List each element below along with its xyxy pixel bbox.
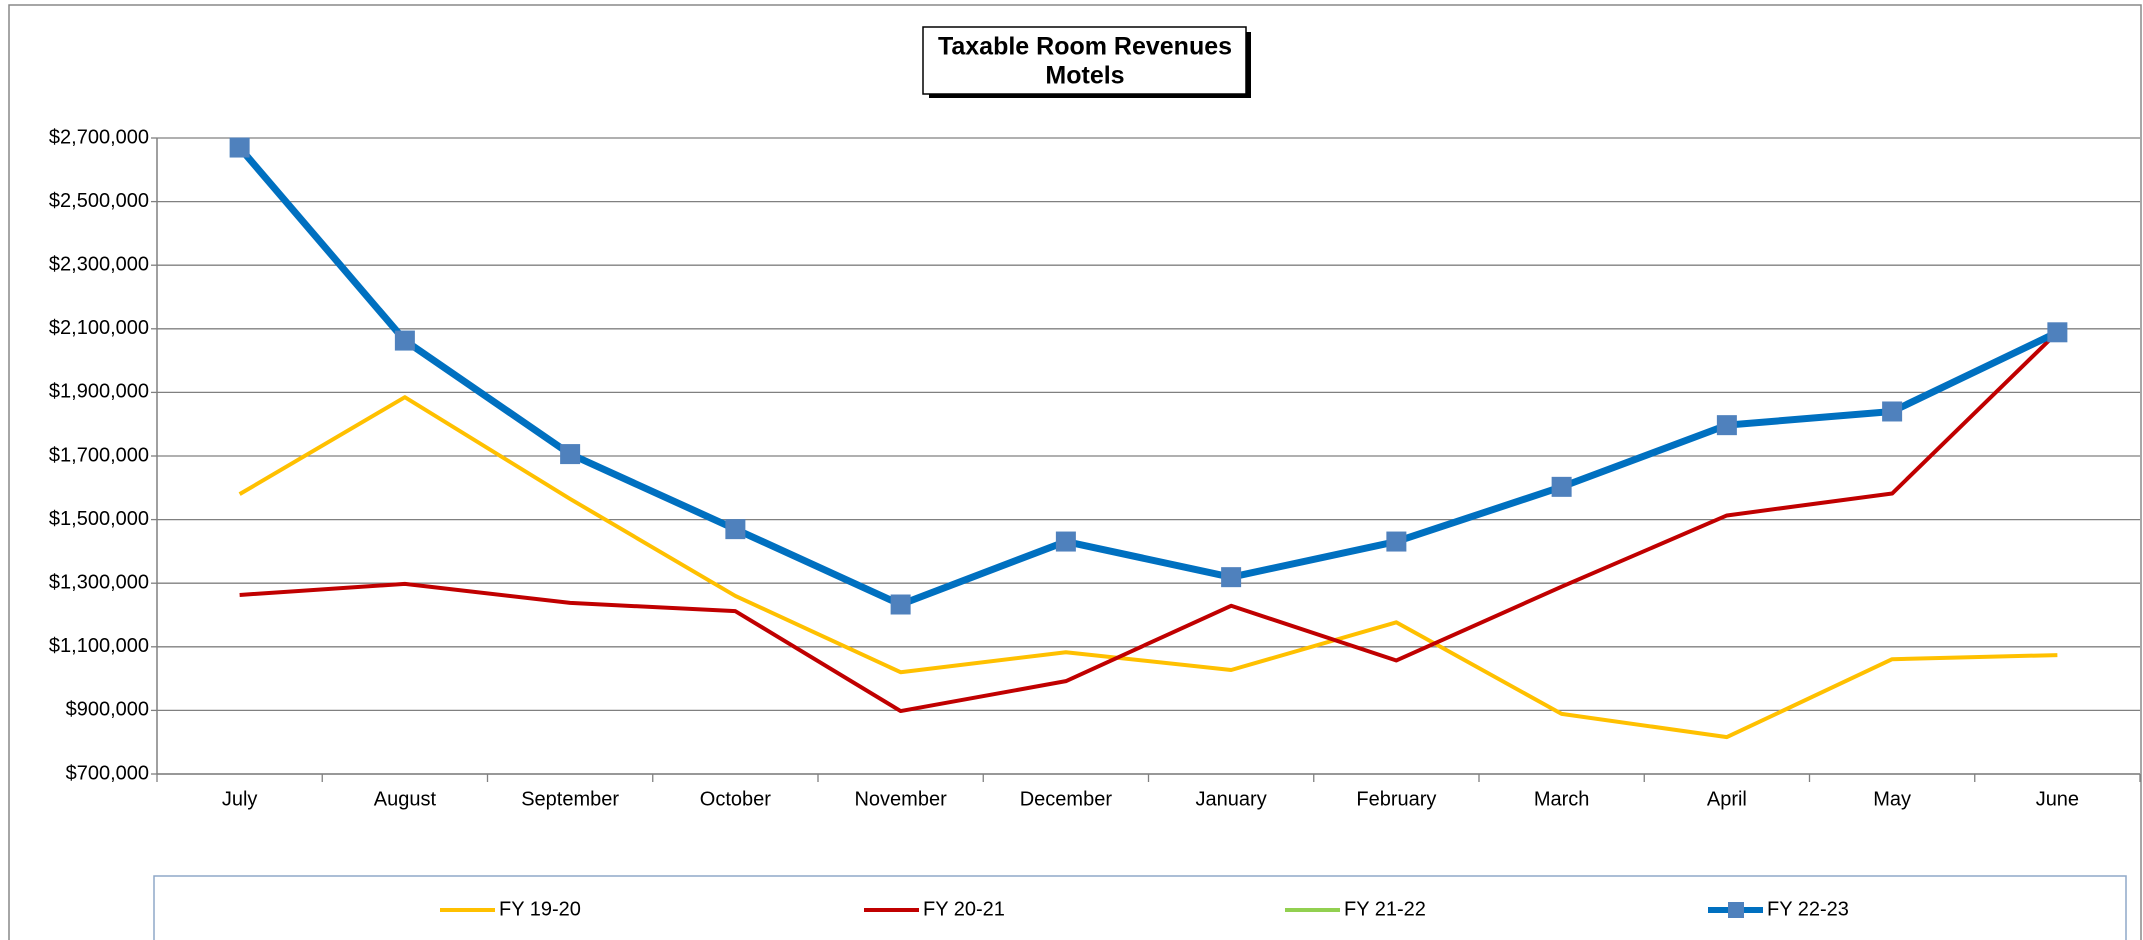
x-tick-label: January (1196, 788, 1267, 810)
y-tick-label: $900,000 (66, 699, 149, 721)
y-tick-label: $1,500,000 (49, 508, 149, 530)
x-tick-label: December (1020, 788, 1113, 810)
y-tick-label: $2,100,000 (49, 317, 149, 339)
y-tick-label: $2,500,000 (49, 190, 149, 212)
y-tick-label: $2,700,000 (49, 126, 149, 148)
series-marker (560, 444, 581, 465)
series-marker (725, 519, 746, 540)
chart-frame (8, 4, 2142, 940)
y-tick-label: $700,000 (66, 762, 149, 784)
series-marker (229, 137, 250, 158)
chart-subtitle: Motels (1045, 62, 1124, 90)
title-box (922, 26, 1247, 95)
x-tick-label: October (700, 788, 771, 810)
series-marker (1221, 567, 1242, 588)
y-tick-label: $1,700,000 (49, 444, 149, 466)
x-tick-label: April (1707, 788, 1747, 810)
series-marker (1386, 531, 1407, 552)
series-marker (890, 594, 911, 615)
y-tick-label: $1,900,000 (49, 381, 149, 403)
y-tick-label: $2,300,000 (49, 253, 149, 275)
legend-marker (1728, 902, 1744, 918)
legend-label: FY 22-23 (1767, 898, 1849, 920)
x-tick-label: May (1873, 788, 1911, 810)
x-tick-label: November (854, 788, 947, 810)
series-marker (1882, 401, 1903, 422)
x-tick-label: February (1356, 788, 1436, 810)
legend-label: FY 21-22 (1344, 898, 1426, 920)
series-line (238, 395, 2058, 740)
y-tick-label: $1,100,000 (49, 635, 149, 657)
series-line (239, 330, 2059, 714)
series-marker (1716, 415, 1737, 436)
x-tick-label: August (374, 788, 437, 810)
series-marker (1055, 531, 1076, 552)
series-line (236, 145, 2059, 609)
chart-title: Taxable Room Revenues (938, 33, 1232, 61)
x-tick-label: July (222, 788, 258, 810)
legend-label: FY 20-21 (923, 898, 1005, 920)
y-tick-label: $1,300,000 (49, 571, 149, 593)
series-marker (394, 330, 415, 351)
x-tick-label: March (1534, 788, 1590, 810)
series-marker (2047, 322, 2068, 343)
legend-label: FY 19-20 (499, 898, 581, 920)
x-tick-label: June (2036, 788, 2079, 810)
series-marker (1551, 476, 1572, 497)
x-tick-label: September (521, 788, 619, 810)
